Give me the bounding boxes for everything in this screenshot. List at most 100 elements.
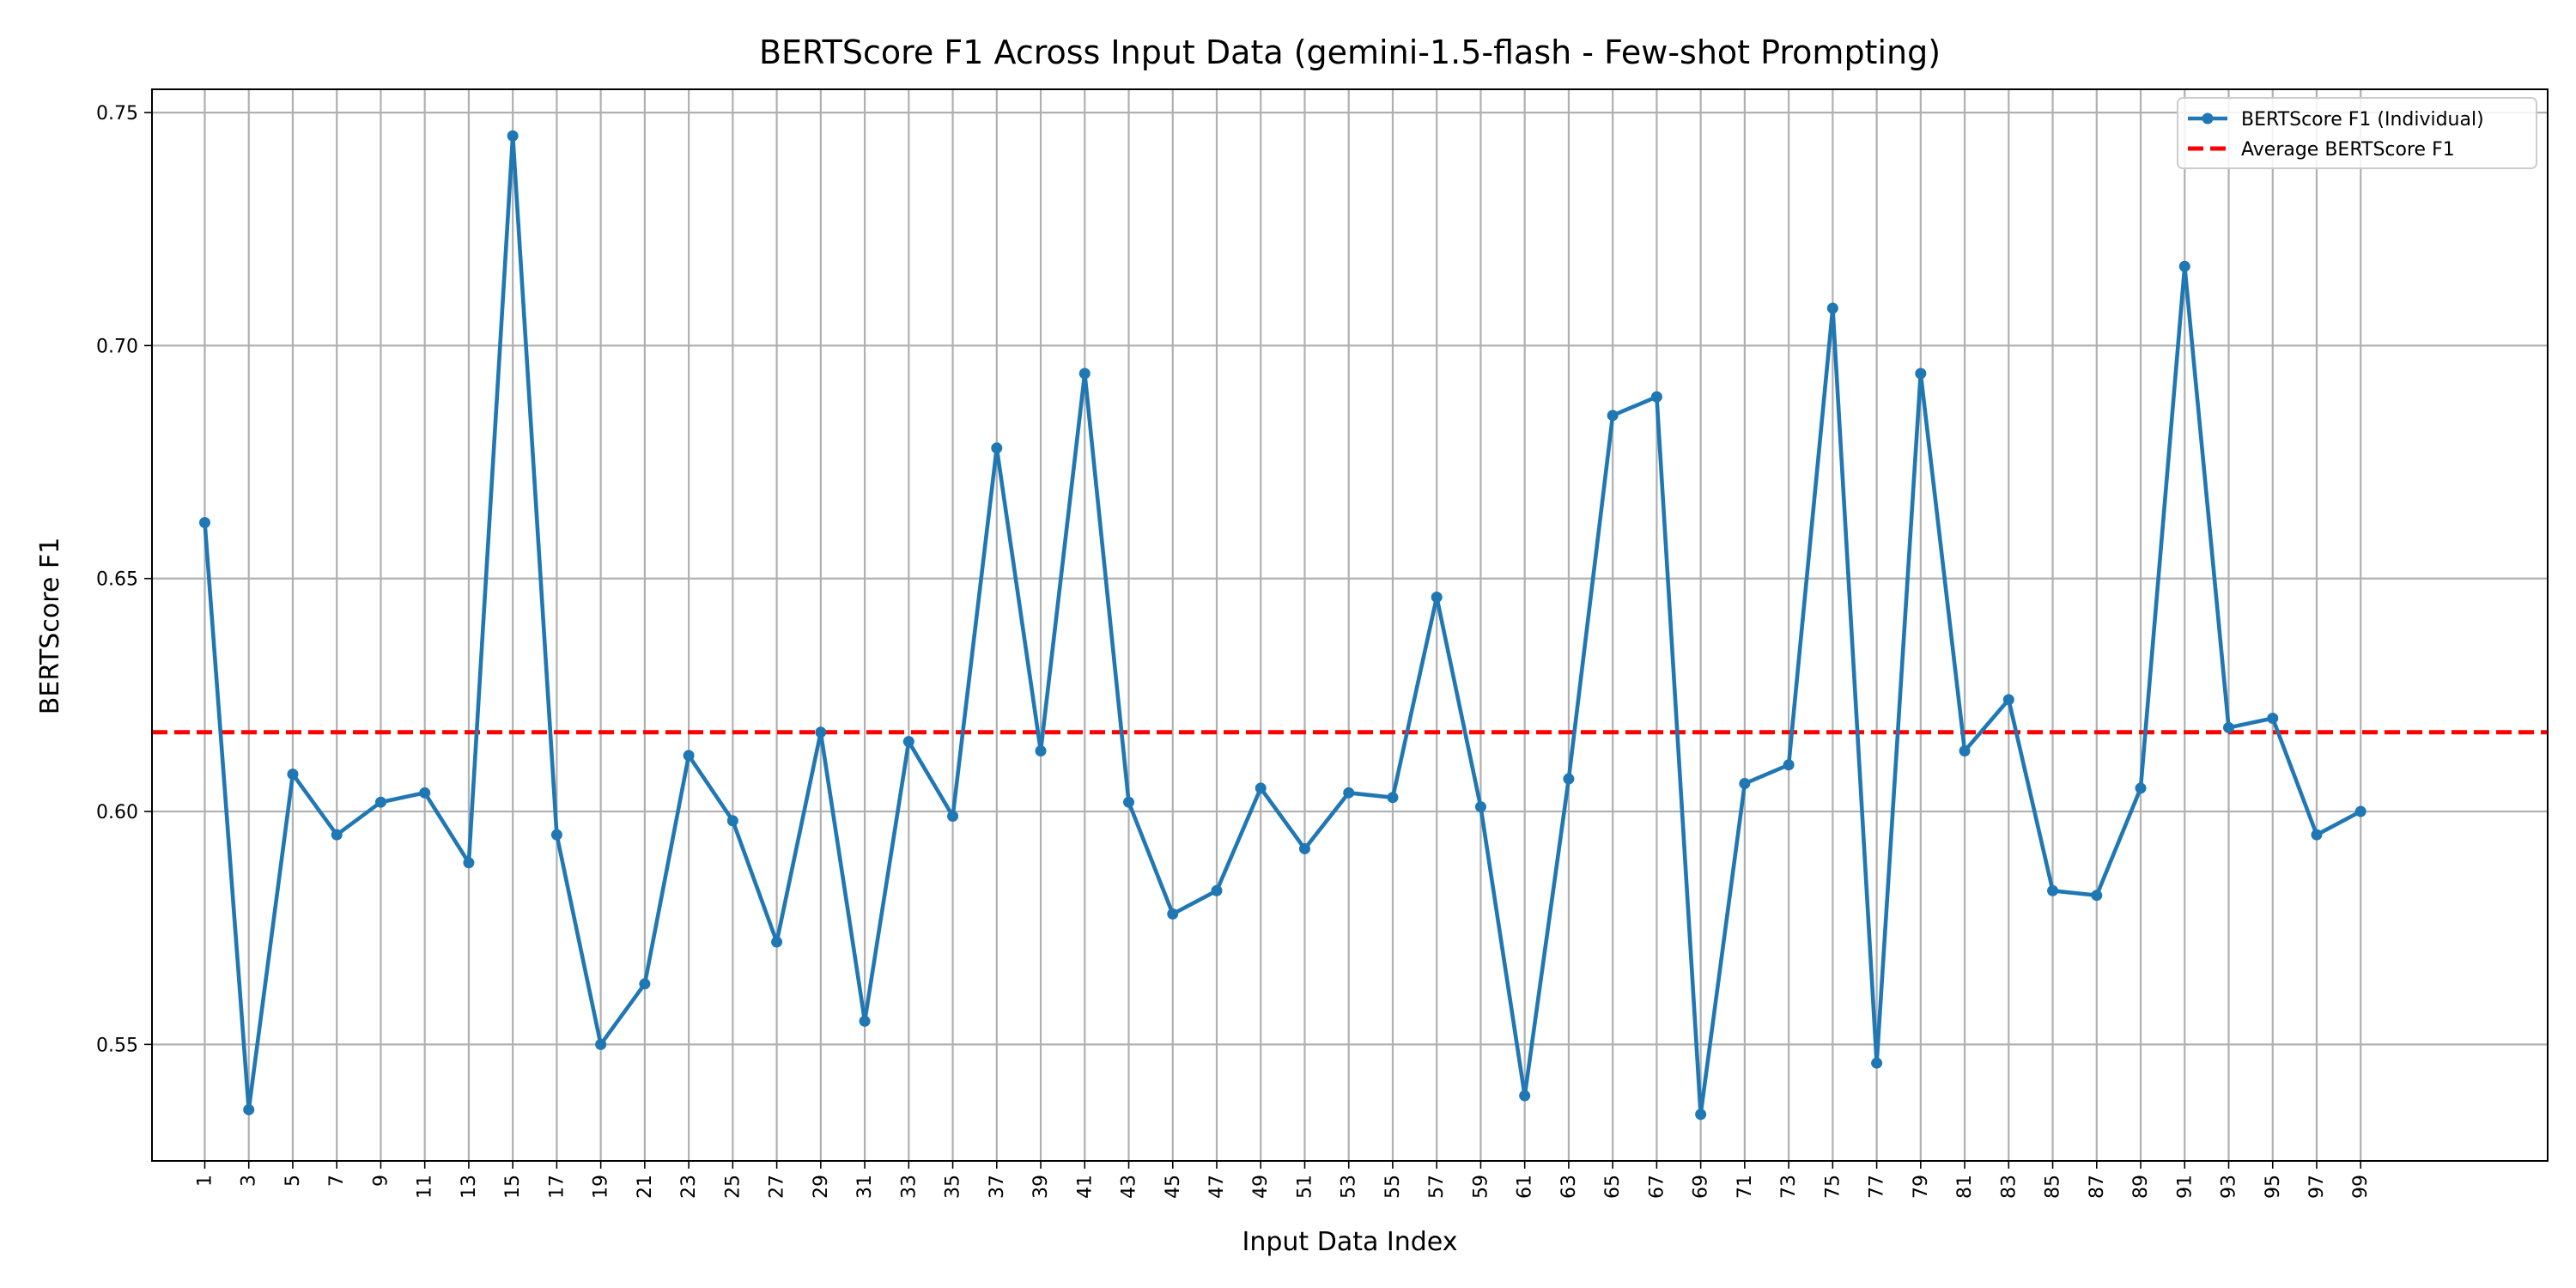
x-tick-label: 15	[502, 1175, 524, 1199]
data-point	[595, 1038, 607, 1050]
series-layer	[198, 130, 2366, 1121]
data-point	[1650, 391, 1662, 403]
data-point	[243, 1103, 255, 1115]
y-tick-label: 0.70	[96, 336, 138, 357]
data-point	[550, 829, 562, 841]
x-tick-label: 73	[1778, 1175, 1800, 1199]
data-point	[463, 857, 475, 869]
x-tick-label: 29	[811, 1175, 832, 1199]
data-point	[815, 726, 827, 738]
x-tick-label: 41	[1074, 1175, 1096, 1199]
x-tick-label: 1	[194, 1175, 216, 1187]
x-tick-label: 75	[1822, 1175, 1844, 1199]
data-point	[1211, 884, 1223, 896]
data-point	[1871, 1057, 1883, 1069]
data-point	[2223, 721, 2235, 733]
x-tick-label: 69	[1691, 1175, 1712, 1199]
x-tick-label: 77	[1867, 1175, 1888, 1199]
x-tick-label: 35	[943, 1175, 964, 1199]
y-axis-label: BERTScore F1	[35, 538, 65, 714]
x-tick-label: 21	[635, 1175, 656, 1199]
x-tick-label: 43	[1119, 1175, 1140, 1199]
x-tick-label: 93	[2219, 1175, 2240, 1199]
data-point	[1078, 368, 1091, 380]
plot-frame	[151, 88, 2549, 1162]
data-point	[1431, 591, 1443, 603]
data-point	[331, 829, 343, 841]
data-point	[1035, 745, 1047, 757]
x-tick-label: 99	[2350, 1175, 2372, 1199]
x-tick-label: 71	[1735, 1175, 1756, 1199]
x-tick-label: 53	[1339, 1175, 1360, 1199]
data-point	[947, 810, 959, 822]
y-tick-label: 0.60	[96, 802, 138, 823]
data-point	[1915, 368, 1927, 380]
x-tick-label: 23	[678, 1175, 700, 1199]
data-point	[1783, 759, 1795, 771]
x-tick-label: 33	[898, 1175, 920, 1199]
x-tick-label: 31	[854, 1175, 876, 1199]
x-tick-label: 25	[722, 1175, 744, 1199]
data-point	[374, 796, 386, 808]
grid-lines	[152, 89, 2548, 1161]
legend-label-individual: BERTScore F1 (Individual)	[2241, 109, 2484, 131]
x-tick-label: 61	[1515, 1175, 1536, 1199]
data-point	[2311, 829, 2323, 841]
data-point	[2091, 890, 2103, 902]
data-point	[1563, 773, 1575, 785]
y-tick-label: 0.55	[96, 1035, 138, 1056]
data-point	[2047, 884, 2059, 896]
chart-title: BERTScore F1 Across Input Data (gemini-1…	[759, 33, 1941, 71]
x-tick-label: 87	[2087, 1175, 2108, 1199]
x-axis-ticks: 1 3 5 7 9 11 13 15 17 19 21 23 25 27 29 31 33 35 37 39 41 43 4…	[194, 1161, 2372, 1199]
data-point	[2354, 805, 2366, 817]
x-tick-label: 81	[1954, 1175, 1976, 1199]
data-point	[1123, 796, 1135, 808]
axes	[151, 88, 2549, 1162]
x-tick-label: 51	[1294, 1175, 1315, 1199]
x-tick-label: 67	[1646, 1175, 1668, 1199]
data-point	[902, 736, 914, 748]
x-tick-label: 7	[326, 1175, 348, 1187]
legend: BERTScore F1 (Individual) Average BERTSco…	[2177, 97, 2537, 169]
data-point	[1739, 777, 1751, 789]
y-tick-label: 0.65	[96, 569, 138, 591]
data-point	[1343, 787, 1355, 799]
x-tick-label: 27	[767, 1175, 788, 1199]
data-point	[2002, 694, 2014, 706]
x-tick-label: 59	[1470, 1175, 1492, 1199]
x-tick-label: 45	[1163, 1175, 1184, 1199]
x-tick-label: 85	[2043, 1175, 2064, 1199]
y-axis-ticks: 0.55 0.60 0.65 0.70 0.75	[96, 103, 152, 1056]
x-tick-label: 19	[591, 1175, 612, 1199]
x-tick-label: 79	[1911, 1175, 1932, 1199]
series-line-individual	[203, 134, 2362, 1116]
data-point	[1959, 745, 1971, 757]
x-tick-label: 37	[987, 1175, 1008, 1199]
data-point	[1695, 1109, 1707, 1121]
x-tick-label: 49	[1250, 1175, 1272, 1199]
data-point	[2178, 260, 2190, 272]
x-tick-label: 5	[283, 1175, 304, 1187]
data-point	[1255, 782, 1267, 794]
data-point	[1607, 410, 1619, 422]
legend-label-average: Average BERTScore F1	[2241, 139, 2455, 161]
data-point	[771, 936, 783, 948]
x-tick-label: 11	[415, 1175, 436, 1199]
data-point	[1298, 842, 1310, 854]
data-point	[198, 517, 210, 529]
data-point	[1826, 302, 1838, 314]
x-tick-label: 9	[370, 1175, 392, 1187]
data-point	[2267, 713, 2279, 725]
data-point	[726, 815, 738, 827]
data-point	[419, 787, 431, 799]
data-point	[1167, 908, 1179, 920]
legend-box	[2177, 97, 2537, 169]
data-point	[683, 750, 695, 762]
x-tick-label: 3	[239, 1175, 260, 1187]
x-tick-label: 13	[459, 1175, 480, 1199]
x-tick-label: 47	[1206, 1175, 1228, 1199]
x-tick-label: 95	[2263, 1175, 2284, 1199]
x-tick-label: 17	[546, 1175, 568, 1199]
